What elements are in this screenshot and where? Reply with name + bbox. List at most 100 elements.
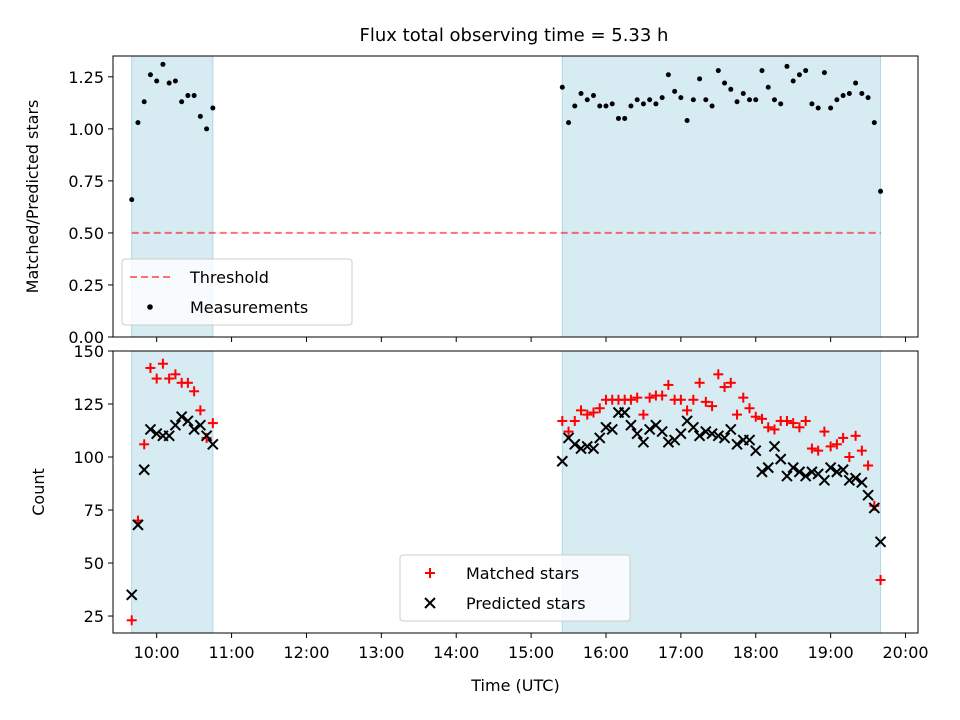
cross-b — [781, 470, 793, 482]
cross-b — [712, 430, 725, 442]
cross-b — [762, 461, 774, 474]
cross-b — [662, 436, 675, 448]
cross-b — [643, 423, 656, 436]
cross-b — [812, 468, 824, 480]
matched-point — [195, 405, 206, 416]
measurement-point — [853, 80, 859, 86]
matched-point — [139, 439, 150, 450]
cross-b — [750, 444, 762, 457]
measurement-point — [160, 61, 166, 67]
observing-span-1 — [562, 56, 881, 337]
measurement-point — [684, 118, 690, 124]
matched-point — [157, 358, 168, 369]
matched-point — [189, 386, 200, 397]
matched-point — [781, 415, 792, 426]
matched-point — [863, 460, 874, 471]
matched-point — [632, 392, 643, 403]
legend-matched-sample — [425, 568, 435, 578]
predicted-point — [194, 419, 207, 431]
predicted-point — [824, 461, 837, 474]
predicted-point — [643, 423, 656, 436]
matched-point — [819, 426, 830, 437]
measurement-point — [154, 78, 160, 84]
cross-b — [656, 425, 668, 438]
y-tick-label: 0.00 — [68, 328, 104, 347]
matched-point — [557, 415, 568, 426]
measurement-point — [759, 68, 765, 74]
cross-b — [188, 423, 200, 436]
matched-point — [838, 432, 849, 443]
matched-point — [856, 445, 867, 456]
measurement-point — [166, 80, 172, 86]
matched-point — [850, 430, 861, 441]
cross-b — [175, 411, 188, 423]
cross-b — [793, 466, 806, 478]
measurement-point — [210, 105, 216, 111]
predicted-point — [569, 438, 581, 451]
predicted-point — [637, 436, 650, 448]
cross-b — [207, 438, 219, 451]
predicted-point — [731, 438, 743, 451]
measurement-point — [659, 95, 665, 101]
measurement-point — [147, 72, 153, 78]
x-tick-label: 12:00 — [283, 643, 329, 662]
ratio-y-axis-label: Matched/Predicted stars — [23, 100, 42, 294]
matched-point — [594, 403, 605, 414]
legend-predicted-sample — [424, 597, 436, 609]
cross-b — [856, 476, 868, 489]
matched-point — [638, 409, 649, 420]
matched-point — [569, 415, 580, 426]
cross-b — [843, 474, 856, 487]
measurement-point — [172, 78, 178, 84]
predicted-point — [207, 438, 219, 451]
cross-b — [569, 438, 581, 451]
measurement-point — [204, 126, 210, 132]
measurement-point — [129, 197, 135, 203]
measurement-point — [821, 70, 827, 76]
observing-span-0 — [131, 351, 213, 633]
predicted-point — [594, 432, 606, 444]
cross-b — [650, 419, 662, 431]
x-axis-label: Time (UTC) — [470, 676, 559, 695]
measurement-point — [803, 68, 809, 74]
count-legend: Matched stars Predicted stars — [399, 554, 631, 622]
axes-frame — [112, 55, 919, 338]
cross-b — [424, 597, 436, 609]
cross-b — [787, 461, 799, 474]
measurement-point — [591, 93, 597, 99]
matched-point — [164, 373, 175, 384]
cross-b — [169, 419, 182, 431]
y-tick-label: 75 — [84, 501, 104, 520]
predicted-point — [188, 423, 200, 436]
axes-frame — [112, 350, 919, 634]
predicted-point — [862, 489, 874, 501]
cross-b — [562, 432, 575, 444]
legend-measurement-sample — [147, 304, 153, 310]
predicted-point — [600, 421, 612, 434]
matched-point — [207, 418, 218, 429]
matched-point — [788, 418, 799, 429]
observing-spans — [131, 56, 882, 337]
measurement-point — [678, 95, 684, 101]
predicted-point — [581, 440, 593, 453]
cross-b — [618, 406, 631, 419]
measurement-point — [753, 97, 759, 103]
predicted-point — [750, 444, 762, 457]
measurement-point — [179, 99, 185, 105]
matched-point — [844, 452, 855, 463]
x-tick-label: 20:00 — [882, 643, 928, 662]
matched-point — [738, 392, 749, 403]
matched-point — [732, 409, 743, 420]
legend-plus-marker — [425, 568, 435, 578]
x-tick-label: 16:00 — [583, 643, 629, 662]
measurement-point — [840, 93, 846, 99]
ratio-axes: 0.00 0.25 0.50 0.75 1.00 1.25 — [68, 55, 919, 347]
matched-point — [576, 405, 587, 416]
matched-point — [563, 426, 574, 437]
predicted-point — [768, 440, 781, 453]
predicted-point — [687, 421, 700, 434]
predicted-point — [806, 466, 818, 478]
measurement-point — [615, 115, 621, 121]
predicted-point — [163, 430, 175, 442]
y-tick-label: 0.75 — [68, 172, 104, 191]
